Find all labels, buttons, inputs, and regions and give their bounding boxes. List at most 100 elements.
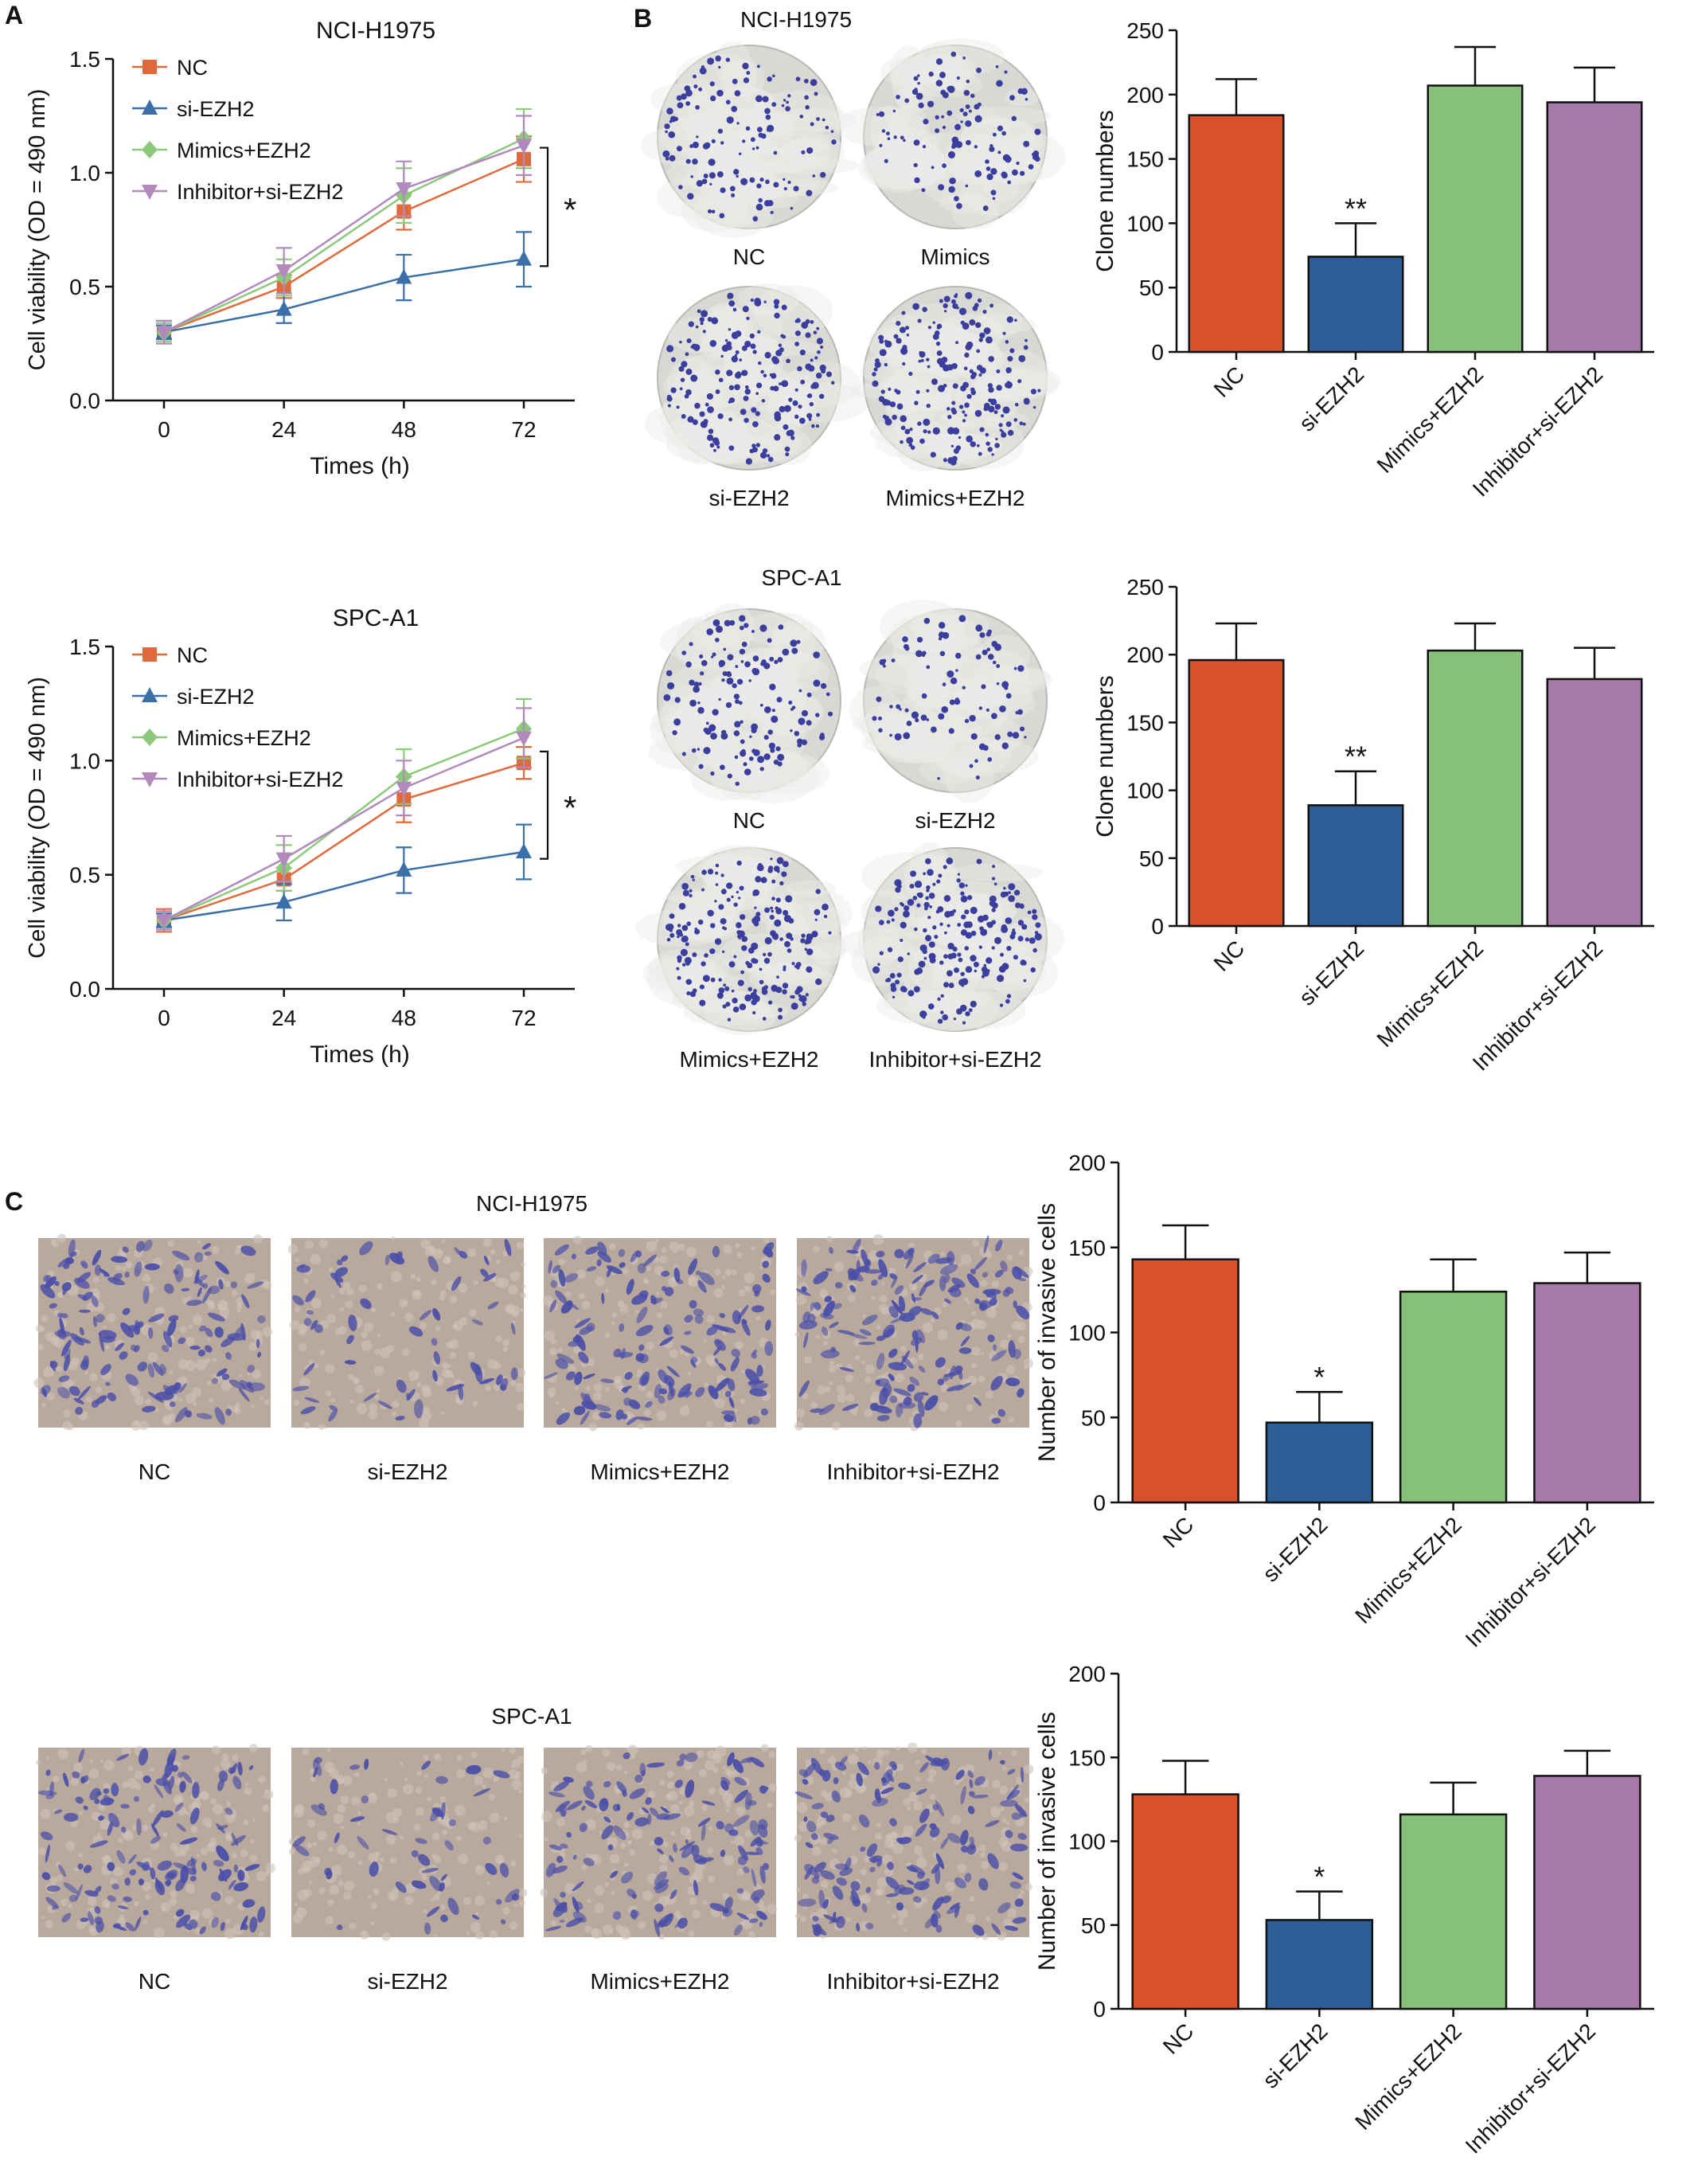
colony-dot bbox=[810, 358, 814, 362]
membrane-pore bbox=[298, 1323, 309, 1334]
invasive-cell bbox=[669, 1889, 677, 1900]
invasive-cell bbox=[974, 1256, 987, 1271]
membrane-pore bbox=[343, 1281, 351, 1290]
colony-dot bbox=[801, 709, 808, 717]
colony-dot bbox=[749, 177, 755, 183]
dish-texture bbox=[699, 411, 747, 465]
membrane-pore bbox=[70, 1777, 79, 1787]
invasive-cell bbox=[545, 1862, 556, 1877]
invasive-cell bbox=[877, 1273, 884, 1280]
colony-dot bbox=[737, 979, 744, 987]
colony-dot bbox=[806, 147, 814, 154]
invasive-cell bbox=[292, 1295, 304, 1306]
colony-dot bbox=[708, 172, 716, 179]
invasive-cell bbox=[230, 1281, 238, 1288]
colony-dot bbox=[1009, 95, 1015, 101]
invasive-cell bbox=[295, 1844, 310, 1857]
dish-texture bbox=[1005, 88, 1039, 107]
colony-dot bbox=[725, 1002, 731, 1007]
membrane-pore bbox=[826, 1236, 833, 1242]
colony-dot bbox=[872, 372, 876, 377]
colony-dot bbox=[685, 942, 689, 947]
membrane-pore bbox=[1010, 1750, 1017, 1756]
invasive-cell bbox=[677, 1383, 692, 1398]
colony-dot bbox=[884, 339, 888, 343]
invasive-cell bbox=[803, 1332, 809, 1349]
y-tick-label: 150 bbox=[1068, 1236, 1106, 1260]
invasive-cell bbox=[125, 1373, 139, 1386]
colony-dot bbox=[942, 92, 949, 99]
dish-texture bbox=[776, 902, 844, 936]
colony-dot bbox=[783, 404, 791, 412]
dish-texture bbox=[915, 629, 957, 665]
membrane-pore bbox=[299, 1377, 310, 1389]
colony-dot bbox=[816, 117, 820, 121]
y-axis-label: Cell viability (OD = 490 nm) bbox=[25, 89, 50, 371]
invasive-cell bbox=[217, 1779, 224, 1791]
membrane-pore bbox=[747, 1931, 755, 1939]
colony-dot bbox=[943, 310, 947, 313]
invasive-cell bbox=[634, 1416, 653, 1421]
colony-dot bbox=[712, 709, 719, 716]
membrane-pore bbox=[240, 1849, 248, 1858]
invasive-cell bbox=[218, 1279, 224, 1290]
invasive-cell bbox=[866, 1843, 877, 1858]
bar-inhibitor-si-ezh2 bbox=[1546, 678, 1643, 928]
invasive-cell bbox=[556, 1354, 575, 1364]
invasive-cell bbox=[1005, 1925, 1018, 1932]
dish-texture bbox=[978, 635, 1030, 678]
membrane-pore bbox=[162, 1906, 166, 1912]
colony-dot bbox=[893, 334, 899, 339]
colony-dot bbox=[974, 115, 982, 123]
colony-dot bbox=[813, 651, 821, 658]
colony-dot bbox=[670, 387, 677, 393]
colony-dot bbox=[716, 992, 724, 999]
colony-dot bbox=[812, 174, 816, 178]
invasive-cell bbox=[759, 1921, 763, 1928]
colony-dot bbox=[993, 410, 998, 415]
membrane-pore bbox=[393, 1817, 400, 1823]
invasive-cell bbox=[107, 1895, 116, 1902]
membrane-pore bbox=[265, 1863, 275, 1873]
colony-dot bbox=[965, 884, 968, 887]
invasive-cell bbox=[150, 1823, 159, 1837]
colony-dot bbox=[726, 677, 734, 685]
invasive-cell bbox=[697, 1818, 711, 1827]
colony-dot bbox=[1032, 914, 1038, 920]
invasive-cell bbox=[548, 1260, 552, 1274]
membrane-pore bbox=[516, 1403, 525, 1411]
invasive-cell bbox=[654, 1871, 667, 1885]
invasive-cell bbox=[566, 1831, 572, 1838]
invasive-cell bbox=[192, 1781, 200, 1799]
colony-dot bbox=[664, 123, 670, 130]
colony-dot bbox=[786, 948, 792, 953]
membrane-pore bbox=[518, 1789, 522, 1794]
membrane-pore bbox=[174, 1848, 183, 1857]
invasive-cell bbox=[990, 1376, 1003, 1391]
invasive-cell bbox=[600, 1378, 615, 1384]
colony-dot bbox=[777, 761, 783, 767]
colony-dot bbox=[734, 384, 740, 391]
colony-dot bbox=[763, 662, 771, 670]
membrane-pore bbox=[225, 1918, 231, 1924]
membrane-pore bbox=[982, 1933, 989, 1940]
colony-dot bbox=[1034, 128, 1041, 135]
membrane-pore bbox=[914, 1846, 923, 1855]
membrane-pore bbox=[643, 1409, 651, 1416]
x-axis-label: Times (h) bbox=[310, 1041, 410, 1068]
invasive-cell bbox=[615, 1409, 624, 1420]
colony-dot bbox=[989, 146, 995, 152]
invasive-cell bbox=[856, 1923, 861, 1932]
colony-dot bbox=[775, 746, 781, 752]
membrane-pore bbox=[264, 1789, 268, 1793]
colony-dot bbox=[757, 756, 765, 764]
invasive-cell bbox=[201, 1287, 212, 1304]
membrane-pore bbox=[367, 1792, 378, 1803]
colony-dot bbox=[701, 961, 706, 967]
membrane-pore bbox=[971, 1346, 981, 1356]
membrane-pore bbox=[258, 1776, 266, 1784]
colony-dot bbox=[996, 369, 1001, 373]
invasive-cell bbox=[147, 1326, 154, 1339]
colony-dot bbox=[917, 318, 922, 323]
invasive-cell bbox=[160, 1810, 174, 1819]
